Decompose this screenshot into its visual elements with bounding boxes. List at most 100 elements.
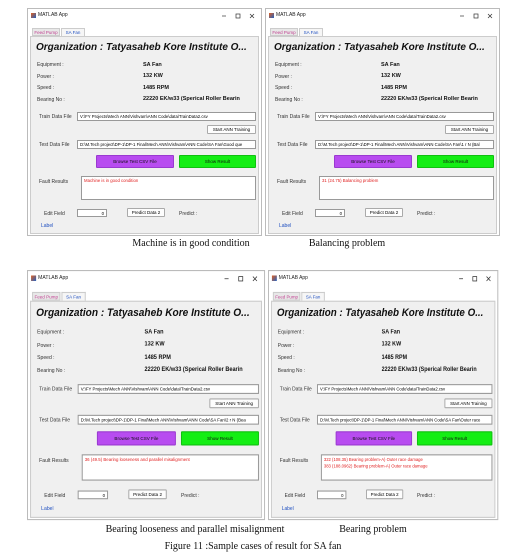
predict-button[interactable]: Predict Data 2 bbox=[127, 208, 165, 217]
train-button[interactable]: Start ANN Training bbox=[445, 125, 494, 134]
field-value: SA Fan bbox=[143, 61, 162, 68]
tab[interactable]: Feed Pump bbox=[272, 291, 301, 301]
tab-content: Organization : Tatyasaheb Kore Institute… bbox=[270, 300, 496, 518]
tab[interactable]: Feed Pump bbox=[32, 291, 61, 301]
show-result-button[interactable]: Show Result bbox=[417, 155, 494, 168]
predict-label: Predict : bbox=[179, 211, 198, 217]
window-controls[interactable] bbox=[218, 11, 258, 21]
fault-result-line: 383 (188.0962) Bearing problem-A) Outer … bbox=[323, 463, 428, 469]
field-label: Speed : bbox=[37, 85, 55, 91]
field-label: Equipment : bbox=[275, 62, 302, 68]
fault-result-line: Machine is in good condition bbox=[84, 178, 139, 183]
field-value: 22220 EK/w33 (Sperical Roller Bearin bbox=[381, 96, 478, 102]
test-path[interactable]: D:\M.Tech project\DP-1\DP-1 Final\Mech A… bbox=[315, 140, 494, 149]
browse-button[interactable]: Browse Test CSV File bbox=[334, 155, 412, 168]
predict-button[interactable]: Predict Data 2 bbox=[128, 489, 167, 500]
field-label: Speed : bbox=[37, 354, 55, 362]
predict-button[interactable]: Predict Data 2 bbox=[365, 208, 403, 217]
show-result-button[interactable]: Show Result bbox=[416, 431, 493, 446]
field-label: Equipment : bbox=[37, 329, 65, 336]
edit-field[interactable]: 0 bbox=[317, 490, 347, 500]
field-label: Bearing No : bbox=[275, 96, 303, 103]
status-label: Label bbox=[281, 505, 294, 513]
train-path[interactable]: V:\FY Projects\Mech ANN\Vishvam\ANN Code… bbox=[317, 384, 493, 394]
field-label: Speed : bbox=[275, 85, 293, 91]
tab-selected[interactable]: SA Fan bbox=[61, 291, 86, 301]
edit-label: Edit Field bbox=[282, 211, 303, 217]
field-value: 1485 RPM bbox=[144, 353, 171, 361]
edit-field[interactable]: 0 bbox=[77, 490, 109, 500]
window-controls[interactable] bbox=[455, 273, 494, 284]
test-label: Test Data File bbox=[39, 142, 70, 148]
field-value: 1485 RPM bbox=[381, 353, 408, 361]
app-window: MATLAB App Feed Pump SA Fan Organization : … bbox=[268, 270, 499, 521]
show-result-button[interactable]: Show Result bbox=[180, 431, 259, 446]
edit-field[interactable]: 0 bbox=[315, 209, 345, 217]
fault-result-line: 31 (24.75) Balancing problem bbox=[322, 178, 379, 183]
fault-label: Fault Results bbox=[279, 457, 309, 465]
test-path[interactable]: D:\M.Tech project\DP-1\DP-1 Final\Mech A… bbox=[317, 414, 493, 425]
train-button[interactable]: Start ANN Training bbox=[209, 398, 259, 409]
field-value: 22220 EK/w33 (Sperical Roller Bearin bbox=[143, 96, 240, 102]
train-label: Train Data File bbox=[279, 386, 312, 393]
window-controls[interactable] bbox=[220, 273, 261, 284]
fault-label: Fault Results bbox=[39, 179, 69, 185]
field-value: 132 KW bbox=[143, 73, 163, 79]
tab-selected[interactable]: SA Fan bbox=[61, 28, 85, 36]
browse-button[interactable]: Browse Test CSV File bbox=[335, 431, 413, 446]
field-label: Equipment : bbox=[37, 62, 64, 68]
window-title: MATLAB App bbox=[278, 274, 308, 281]
status-label: Label bbox=[41, 223, 54, 229]
field-value: SA Fan bbox=[381, 328, 401, 336]
fault-results: 31 (24.75) Balancing problem bbox=[319, 176, 494, 200]
field-value: 132 KW bbox=[381, 341, 402, 348]
browse-button[interactable]: Browse Test CSV File bbox=[96, 431, 176, 446]
train-path[interactable]: V:\FY Projects\Mech ANN\Vishvam\ANN Code… bbox=[77, 384, 259, 394]
test-path[interactable]: D:\M.Tech project\DP-1\DP-1 Final\Mech A… bbox=[77, 414, 259, 425]
field-label: Power : bbox=[37, 73, 54, 80]
train-button[interactable]: Start ANN Training bbox=[444, 398, 493, 409]
train-path[interactable]: V:\FY Projects\Mech ANN\Vishvam\ANN Code… bbox=[315, 112, 494, 121]
organization-title: Organization : Tatyasaheb Kore Institute… bbox=[274, 42, 485, 53]
edit-field[interactable]: 0 bbox=[77, 209, 107, 217]
test-label: Test Data File bbox=[279, 416, 310, 424]
field-value: 22220 EK/w33 (Sperical Roller Bearin bbox=[144, 366, 243, 374]
window-title: MATLAB App bbox=[276, 12, 306, 18]
window-controls[interactable] bbox=[456, 11, 496, 21]
fault-results: 322 (108.35) Bearing problem-A) Outer ra… bbox=[320, 454, 493, 481]
fault-results: Machine is in good condition bbox=[81, 176, 256, 200]
tab[interactable]: Feed Pump bbox=[32, 28, 60, 36]
field-value: SA Fan bbox=[381, 61, 400, 68]
fault-label: Fault Results bbox=[39, 457, 69, 465]
app-icon bbox=[31, 13, 36, 18]
predict-button[interactable]: Predict Data 2 bbox=[366, 489, 404, 500]
tab-content: Organization : Tatyasaheb Kore Institute… bbox=[30, 36, 259, 234]
tab-selected[interactable]: SA Fan bbox=[301, 291, 325, 301]
test-label: Test Data File bbox=[39, 416, 71, 424]
field-label: Power : bbox=[275, 73, 292, 80]
browse-button[interactable]: Browse Test CSV File bbox=[96, 155, 174, 168]
test-path[interactable]: D:\M.Tech project\DP-1\DP-1 Final\Mech A… bbox=[77, 140, 256, 149]
figure-caption: Figure 11 :Sample cases of result for SA… bbox=[164, 541, 342, 552]
app-window: MATLAB App Feed Pump SA Fan Organization : … bbox=[265, 8, 500, 236]
show-result-button[interactable]: Show Result bbox=[179, 155, 256, 168]
tab-selected[interactable]: SA Fan bbox=[299, 28, 323, 36]
fault-result-line: 36 (49.5) Bearing looseness and parallel… bbox=[84, 456, 190, 462]
tab[interactable]: Feed Pump bbox=[270, 28, 298, 36]
train-button[interactable]: Start ANN Training bbox=[207, 125, 256, 134]
app-icon bbox=[271, 275, 277, 281]
field-value: 22220 EK/w33 (Sperical Roller Bearin bbox=[381, 366, 477, 374]
train-path[interactable]: V:\FY Projects\Mech ANN\Vishvam\ANN Code… bbox=[77, 112, 256, 121]
test-label: Test Data File bbox=[277, 142, 308, 148]
status-label: Label bbox=[41, 505, 54, 513]
field-label: Power : bbox=[37, 341, 55, 349]
edit-label: Edit Field bbox=[44, 492, 66, 500]
organization-title: Organization : Tatyasaheb Kore Institute… bbox=[276, 307, 484, 320]
app-window: MATLAB App Feed Pump SA Fan Organization : … bbox=[27, 270, 266, 521]
tab-content: Organization : Tatyasaheb Kore Institute… bbox=[30, 300, 263, 518]
edit-label: Edit Field bbox=[284, 492, 306, 500]
train-label: Train Data File bbox=[39, 114, 72, 120]
app-icon bbox=[31, 275, 37, 281]
panel-caption: Machine is in good condition bbox=[132, 238, 250, 249]
